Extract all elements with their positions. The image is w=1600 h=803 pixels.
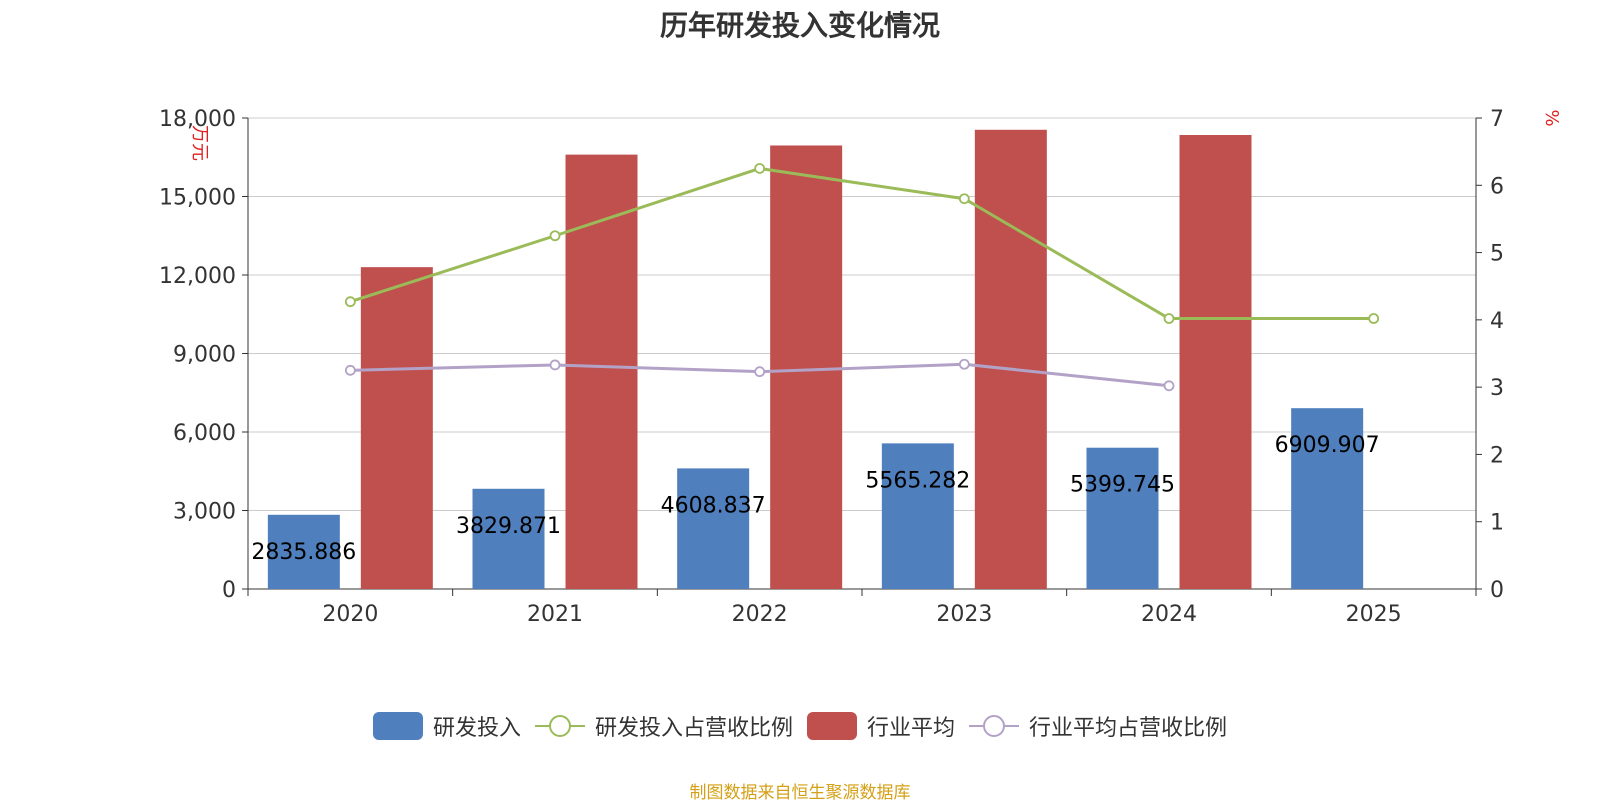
line-point (344, 364, 356, 376)
line-point (958, 358, 970, 370)
line-point (1368, 313, 1380, 324)
left-axis-tick-label: 9,000 (173, 343, 236, 368)
bar-rd-investment (1086, 447, 1159, 589)
bar-rd-investment (267, 514, 340, 589)
bar-rd-investment (881, 443, 954, 589)
line-point (754, 366, 766, 378)
legend-item-industry-avg[interactable]: 行业平均 (807, 710, 955, 742)
right-axis-tick-label: 1 (1490, 511, 1504, 536)
left-axis-tick-label: 0 (222, 578, 236, 603)
legend-item-rd-investment[interactable]: 研发投入 (372, 710, 521, 742)
x-axis-tick-label: 2022 (732, 602, 788, 627)
right-axis-tick-label: 4 (1490, 309, 1504, 334)
x-axis-tick-label: 2020 (322, 602, 378, 627)
legend-bar-swatch-red (807, 712, 857, 740)
axes: 0 3,000 6,000 9,000 12,000 15,000 18,000 0 1 2 3 4 5… (159, 107, 1562, 627)
right-axis-tick-label: 3 (1490, 376, 1504, 401)
legend-line-swatch-purple (969, 715, 1020, 737)
left-axis-tick-label: 6,000 (173, 421, 236, 446)
legend-bar-swatch-blue (372, 712, 423, 740)
line-point (344, 296, 356, 308)
line-point (958, 193, 970, 205)
right-axis-tick-label: 2 (1490, 443, 1504, 468)
bar-value-label: 3829.871 (456, 514, 561, 539)
line-point (549, 230, 561, 242)
legend-item-rd-ratio[interactable]: 研发投入占营收比例 (534, 710, 793, 742)
lines (344, 163, 1380, 392)
bar-industry-avg (974, 129, 1047, 589)
bar-industry-avg (360, 267, 433, 589)
bar-rd-investment (1291, 408, 1364, 589)
bar-rd-investment (677, 468, 750, 589)
x-axis-tick-label: 2024 (1141, 602, 1197, 627)
right-axis-tick-label: 6 (1490, 174, 1504, 199)
line-point (549, 359, 561, 371)
bar-value-label: 4608.837 (661, 493, 766, 518)
right-axis-tick-label: 0 (1490, 578, 1504, 603)
left-axis-tick-label: 15,000 (159, 186, 236, 211)
left-axis-unit-label: 万元 (189, 125, 210, 161)
right-axis-tick-label: 7 (1490, 107, 1504, 132)
legend: 研发投入 研发投入占营收比例 行业平均 行业平均占营收比例 (0, 710, 1600, 742)
left-axis-tick-label: 3,000 (173, 500, 236, 525)
data-labels: 2835.886 3829.871 4608.837 5565.282 5399.745… (251, 433, 1379, 565)
data-source-note: 制图数据来自恒生聚源数据库 (689, 783, 911, 803)
bar-rd-investment (472, 488, 545, 589)
legend-item-industry-ratio[interactable]: 行业平均占营收比例 (969, 710, 1227, 742)
legend-line-swatch-green (534, 715, 585, 737)
legend-label: 行业平均占营收比例 (1029, 716, 1228, 741)
bar-value-label: 2835.886 (251, 540, 356, 565)
x-axis-tick-label: 2023 (936, 602, 992, 627)
line-point (754, 163, 766, 174)
chart-title: 历年研发投入变化情况 (659, 9, 940, 42)
line-rd-ratio (349, 166, 1374, 321)
left-axis-tick-label: 12,000 (159, 264, 236, 289)
line-point (1163, 380, 1175, 392)
x-axis-tick-label: 2021 (527, 602, 583, 627)
x-axis-tick-label: 2025 (1346, 602, 1402, 627)
line-point (1163, 313, 1175, 324)
grid-lines (248, 117, 1476, 511)
bar-industry-avg (1179, 135, 1252, 589)
legend-label: 行业平均 (867, 716, 956, 741)
legend-label: 研发投入 (432, 716, 521, 741)
bars (267, 129, 1364, 589)
legend-label: 研发投入占营收比例 (594, 716, 793, 741)
right-axis-tick-label: 5 (1490, 242, 1504, 267)
right-axis-unit-label: % (1541, 109, 1562, 126)
bar-value-label: 6909.907 (1275, 433, 1380, 458)
bar-industry-avg (770, 145, 843, 589)
bar-value-label: 5565.282 (865, 468, 970, 493)
bar-value-label: 5399.745 (1070, 473, 1175, 498)
left-axis-tick-label: 18,000 (159, 107, 236, 132)
